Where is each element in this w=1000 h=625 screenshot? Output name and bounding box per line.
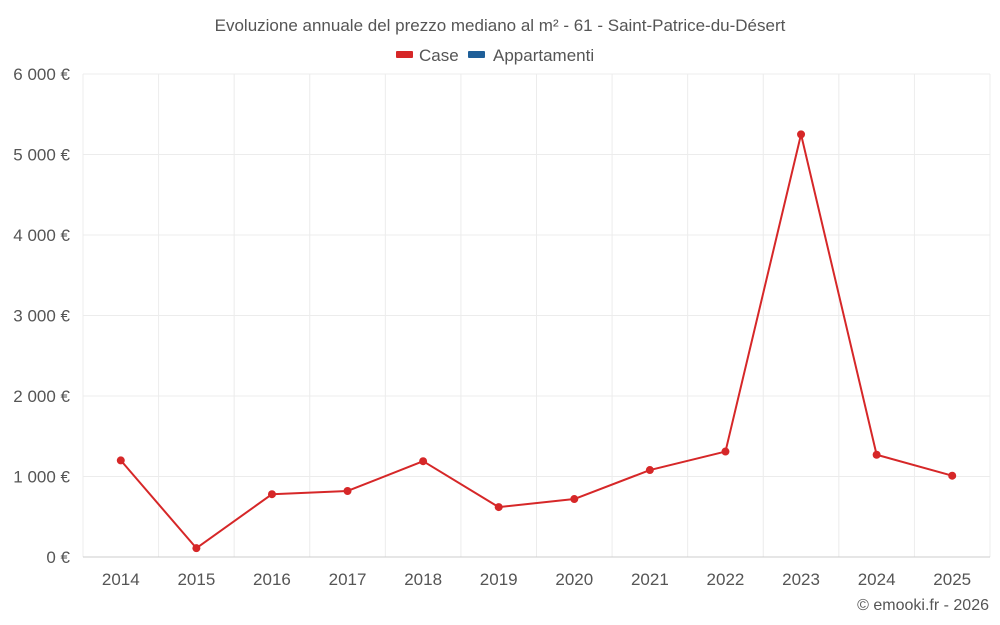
- data-point[interactable]: [192, 544, 201, 553]
- data-point[interactable]: [872, 450, 881, 459]
- series-case: [116, 130, 957, 553]
- legend-label-case: Case: [419, 46, 459, 65]
- legend: Case Appartamenti: [396, 46, 594, 65]
- y-tick-label: 6 000 €: [13, 65, 70, 84]
- data-point[interactable]: [116, 456, 125, 465]
- x-tick-label: 2024: [858, 570, 896, 589]
- y-tick-label: 0 €: [46, 548, 70, 567]
- legend-swatch-case: [396, 51, 413, 58]
- data-point[interactable]: [645, 466, 654, 475]
- x-tick-label: 2021: [631, 570, 669, 589]
- y-tick-label: 4 000 €: [13, 226, 70, 245]
- x-tick-label: 2014: [102, 570, 140, 589]
- x-tick-label: 2016: [253, 570, 291, 589]
- credit-text: © emooki.fr - 2026: [857, 597, 989, 614]
- series-line-0: [120, 133, 953, 550]
- x-tick-label: 2019: [480, 570, 518, 589]
- x-tick-label: 2015: [177, 570, 215, 589]
- legend-swatch-appartamenti: [468, 51, 485, 58]
- data-point[interactable]: [343, 486, 352, 495]
- x-tick-label: 2020: [555, 570, 593, 589]
- grid: [82, 73, 991, 557]
- y-tick-label: 5 000 €: [13, 146, 70, 165]
- data-point[interactable]: [419, 457, 428, 466]
- legend-label-appartamenti: Appartamenti: [493, 46, 594, 65]
- data-point[interactable]: [494, 503, 503, 512]
- legend-item-case[interactable]: Case: [396, 46, 459, 65]
- x-tick-label: 2025: [933, 570, 971, 589]
- y-tick-labels: 0 € 1 000 € 2 000 € 3 000 € 4 000 € 5 000 € 6 …: [13, 65, 70, 567]
- data-point[interactable]: [948, 471, 957, 480]
- y-tick-label: 2 000 €: [13, 387, 70, 406]
- y-tick-label: 3 000 €: [13, 307, 70, 326]
- chart-title: Evoluzione annuale del prezzo mediano al…: [215, 16, 786, 35]
- x-tick-label: 2023: [782, 570, 820, 589]
- data-point[interactable]: [267, 490, 276, 499]
- x-tick-label: 2017: [329, 570, 367, 589]
- legend-item-appartamenti[interactable]: Appartamenti: [468, 46, 594, 65]
- data-point[interactable]: [570, 495, 579, 504]
- x-tick-label: 2022: [707, 570, 745, 589]
- x-tick-labels: 2014 2015 2016 2017 2018 2019 2020 2021 2022 2023…: [102, 570, 971, 589]
- x-tick-label: 2018: [404, 570, 442, 589]
- y-tick-label: 1 000 €: [13, 468, 70, 487]
- data-point[interactable]: [721, 447, 730, 456]
- data-point[interactable]: [797, 130, 806, 139]
